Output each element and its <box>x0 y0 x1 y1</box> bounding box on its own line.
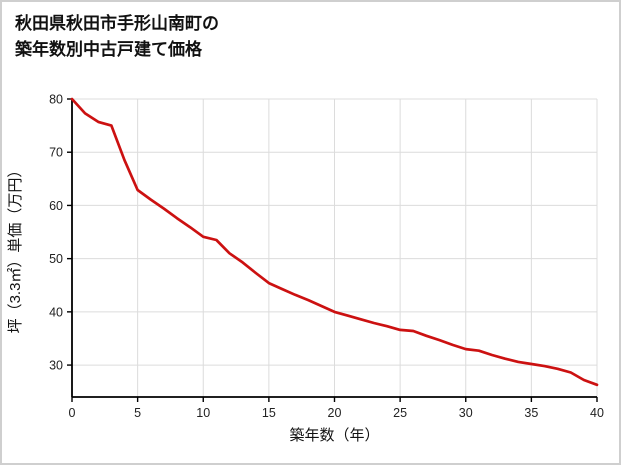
x-tick-label: 15 <box>262 406 276 420</box>
y-tick-label: 30 <box>49 359 63 373</box>
y-axis-label: 坪（3.3㎡）単価（万円） <box>7 163 24 334</box>
x-axis-label: 築年数（年） <box>289 426 379 444</box>
chart-title-line1: 秋田県秋田市手形山南町の <box>15 14 219 33</box>
chart-title-line2: 築年数別中古戸建て価格 <box>15 40 202 59</box>
x-tick-label: 35 <box>524 406 538 420</box>
y-tick-label: 70 <box>49 146 63 160</box>
y-tick-label: 60 <box>49 199 63 213</box>
y-tick-label: 50 <box>49 252 63 266</box>
y-tick-label: 80 <box>49 93 63 107</box>
price-line <box>70 97 599 387</box>
axes <box>67 98 598 402</box>
x-tick-label: 10 <box>196 406 210 420</box>
gridlines <box>72 98 598 397</box>
chart-title: 秋田県秋田市手形山南町の 築年数別中古戸建て価格 <box>15 11 219 63</box>
x-tick-label: 30 <box>459 406 473 420</box>
x-tick-label: 0 <box>69 406 76 420</box>
tick-labels: 0 5 10 15 20 25 30 35 40 30 40 50 60 70 80 <box>49 93 604 421</box>
x-tick-label: 5 <box>134 406 141 420</box>
y-tick-label: 40 <box>49 305 63 319</box>
x-tick-label: 25 <box>393 406 407 420</box>
x-tick-label: 40 <box>590 406 604 420</box>
x-tick-label: 20 <box>328 406 342 420</box>
